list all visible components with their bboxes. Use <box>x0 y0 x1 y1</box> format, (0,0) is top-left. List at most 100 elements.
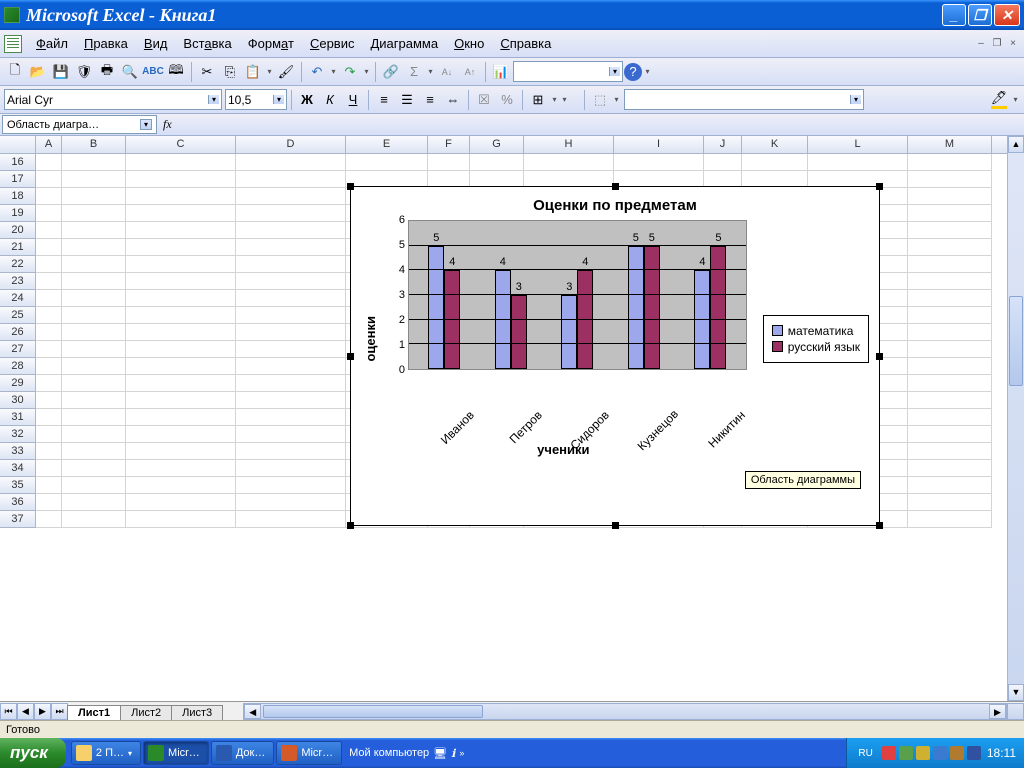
copy-icon[interactable]: ⎘ <box>219 61 241 83</box>
cell[interactable] <box>62 324 126 341</box>
start-button[interactable]: пуск <box>0 738 66 768</box>
cell[interactable] <box>236 205 346 222</box>
fill-color-icon[interactable]: 🖊 <box>988 89 1010 111</box>
cell[interactable] <box>236 426 346 443</box>
sheet-tab[interactable]: Лист3 <box>171 705 223 720</box>
hscroll-thumb[interactable] <box>263 705 483 718</box>
cell[interactable] <box>62 341 126 358</box>
undo-dropdown-icon[interactable]: ▾ <box>329 61 338 83</box>
cell[interactable] <box>36 222 62 239</box>
chart-bar[interactable]: 4 <box>694 270 710 369</box>
clock[interactable]: 18:11 <box>987 746 1016 760</box>
research-icon[interactable]: 🕮 <box>165 61 187 83</box>
cell[interactable] <box>742 154 808 171</box>
row-header[interactable]: 24 <box>0 290 36 307</box>
column-header[interactable]: I <box>614 136 704 153</box>
spelling-icon[interactable]: ABC <box>142 61 164 83</box>
cell[interactable] <box>908 426 992 443</box>
menu-диаграмма[interactable]: Диаграмма <box>362 32 446 55</box>
resize-handle[interactable] <box>347 183 354 190</box>
tray-icon[interactable] <box>882 746 896 760</box>
cell[interactable] <box>36 392 62 409</box>
cell[interactable] <box>908 154 992 171</box>
taskbar-overflow-icon[interactable]: » <box>459 748 464 758</box>
formatting-options-icon[interactable]: ▾ <box>560 89 569 111</box>
row-header[interactable]: 23 <box>0 273 36 290</box>
menu-вид[interactable]: Вид <box>136 32 176 55</box>
close-button[interactable]: ✕ <box>994 4 1020 26</box>
row-header[interactable]: 31 <box>0 409 36 426</box>
cell[interactable] <box>62 511 126 528</box>
scroll-right-icon[interactable]: ▶ <box>989 704 1006 719</box>
undo-icon[interactable]: ↶ <box>306 61 328 83</box>
cell[interactable] <box>808 154 908 171</box>
chart-bar[interactable]: 5 <box>428 246 444 369</box>
chart-bar[interactable]: 4 <box>495 270 511 369</box>
cell[interactable] <box>236 273 346 290</box>
menu-правка[interactable]: Правка <box>76 32 136 55</box>
menu-окно[interactable]: Окно <box>446 32 492 55</box>
row-header[interactable]: 27 <box>0 341 36 358</box>
row-header[interactable]: 25 <box>0 307 36 324</box>
resize-handle[interactable] <box>876 353 883 360</box>
chart-bar[interactable]: 5 <box>644 246 660 369</box>
column-header[interactable]: C <box>126 136 236 153</box>
currency-icon[interactable]: ☒ <box>473 89 495 111</box>
cell[interactable] <box>908 205 992 222</box>
cell[interactable] <box>126 358 236 375</box>
cell[interactable] <box>62 222 126 239</box>
menu-вставка[interactable]: Вставка <box>175 32 239 55</box>
row-header[interactable]: 29 <box>0 375 36 392</box>
tab-next-icon[interactable]: ▶ <box>34 703 51 720</box>
zoom-combo[interactable]: ▾ <box>513 61 623 82</box>
align-right-icon[interactable]: ≡ <box>419 89 441 111</box>
font-name-combo[interactable]: Arial Cyr▾ <box>4 89 222 110</box>
save-icon[interactable]: 💾 <box>50 61 72 83</box>
permission-icon[interactable]: 🛡 <box>73 61 95 83</box>
tray-icon[interactable] <box>899 746 913 760</box>
menu-справка[interactable]: Справка <box>492 32 559 55</box>
chart-title[interactable]: Оценки по предметам <box>351 187 879 220</box>
autosum-icon[interactable]: Σ <box>403 61 425 83</box>
row-header[interactable]: 34 <box>0 460 36 477</box>
cell[interactable] <box>62 426 126 443</box>
row-header[interactable]: 33 <box>0 443 36 460</box>
cell[interactable] <box>62 358 126 375</box>
cell[interactable] <box>236 171 346 188</box>
cell[interactable] <box>126 154 236 171</box>
cell[interactable] <box>126 494 236 511</box>
cell[interactable] <box>62 273 126 290</box>
cell[interactable] <box>908 341 992 358</box>
tray-icon[interactable] <box>967 746 981 760</box>
tab-prev-icon[interactable]: ◀ <box>17 703 34 720</box>
row-header[interactable]: 17 <box>0 171 36 188</box>
cell[interactable] <box>36 511 62 528</box>
row-header[interactable]: 18 <box>0 188 36 205</box>
cell[interactable] <box>126 443 236 460</box>
cell[interactable] <box>236 511 346 528</box>
cell[interactable] <box>126 426 236 443</box>
cell[interactable] <box>236 341 346 358</box>
cell[interactable] <box>126 341 236 358</box>
tray-icon[interactable] <box>933 746 947 760</box>
cell[interactable] <box>428 154 470 171</box>
minimize-button[interactable]: _ <box>942 4 966 26</box>
cell[interactable] <box>62 256 126 273</box>
row-header[interactable]: 19 <box>0 205 36 222</box>
cell[interactable] <box>36 460 62 477</box>
row-header[interactable]: 16 <box>0 154 36 171</box>
cell[interactable] <box>704 154 742 171</box>
autosum-dropdown-icon[interactable]: ▾ <box>426 61 435 83</box>
cell[interactable] <box>908 290 992 307</box>
cell[interactable] <box>62 460 126 477</box>
cell[interactable] <box>62 494 126 511</box>
cell[interactable] <box>908 188 992 205</box>
cell[interactable] <box>62 477 126 494</box>
cell[interactable] <box>36 494 62 511</box>
resize-handle[interactable] <box>876 183 883 190</box>
cell[interactable] <box>36 256 62 273</box>
cell[interactable] <box>126 511 236 528</box>
cell[interactable] <box>908 477 992 494</box>
column-header[interactable]: F <box>428 136 470 153</box>
resize-handle[interactable] <box>612 522 619 529</box>
